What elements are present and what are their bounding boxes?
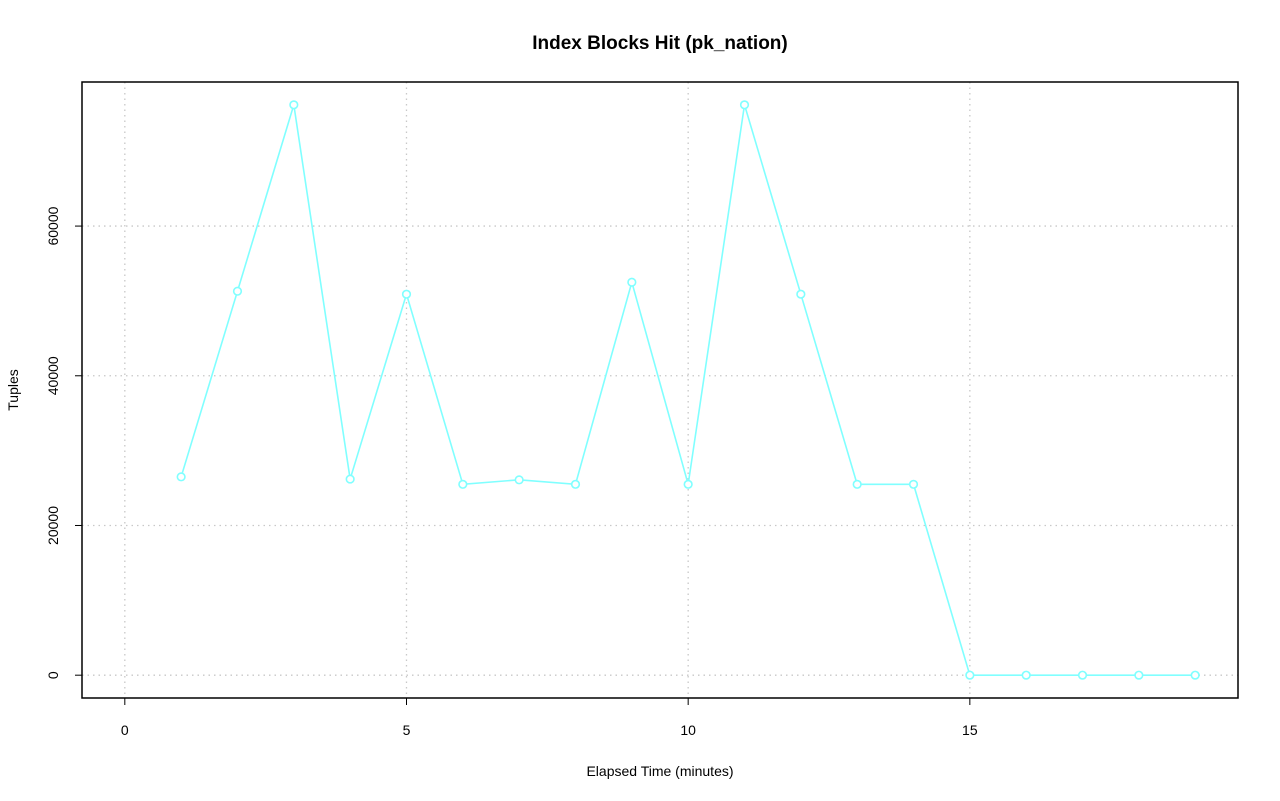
data-point xyxy=(739,100,750,110)
data-point xyxy=(401,289,412,299)
x-tick-label: 10 xyxy=(680,722,696,738)
data-point xyxy=(683,479,693,489)
x-tick-label: 5 xyxy=(403,722,411,738)
data-point xyxy=(796,289,806,299)
data-point xyxy=(627,277,637,287)
y-tick-label: 40000 xyxy=(45,356,61,395)
chart-title: Index Blocks Hit (pk_nation) xyxy=(532,33,787,54)
data-point xyxy=(289,100,299,110)
data-point xyxy=(570,479,581,489)
data-point xyxy=(1134,670,1144,680)
data-point xyxy=(1190,670,1200,680)
y-tick-label: 0 xyxy=(45,671,61,679)
y-tick-label: 60000 xyxy=(45,206,61,245)
x-tick-label: 15 xyxy=(962,722,978,738)
data-point xyxy=(965,670,975,680)
data-point xyxy=(514,475,524,485)
x-tick-label: 0 xyxy=(121,722,129,738)
data-point xyxy=(176,472,186,482)
y-axis-label: Tuples xyxy=(5,369,21,411)
y-tick-label: 20000 xyxy=(45,506,61,545)
data-point xyxy=(852,479,862,489)
data-point xyxy=(1077,670,1088,680)
x-axis-label: Elapsed Time (minutes) xyxy=(586,763,733,779)
data-point xyxy=(1021,670,1031,680)
plot-frame xyxy=(81,81,1239,699)
data-point xyxy=(345,474,355,484)
data-point xyxy=(232,286,243,296)
data-point xyxy=(908,479,919,489)
data-point xyxy=(458,479,468,489)
